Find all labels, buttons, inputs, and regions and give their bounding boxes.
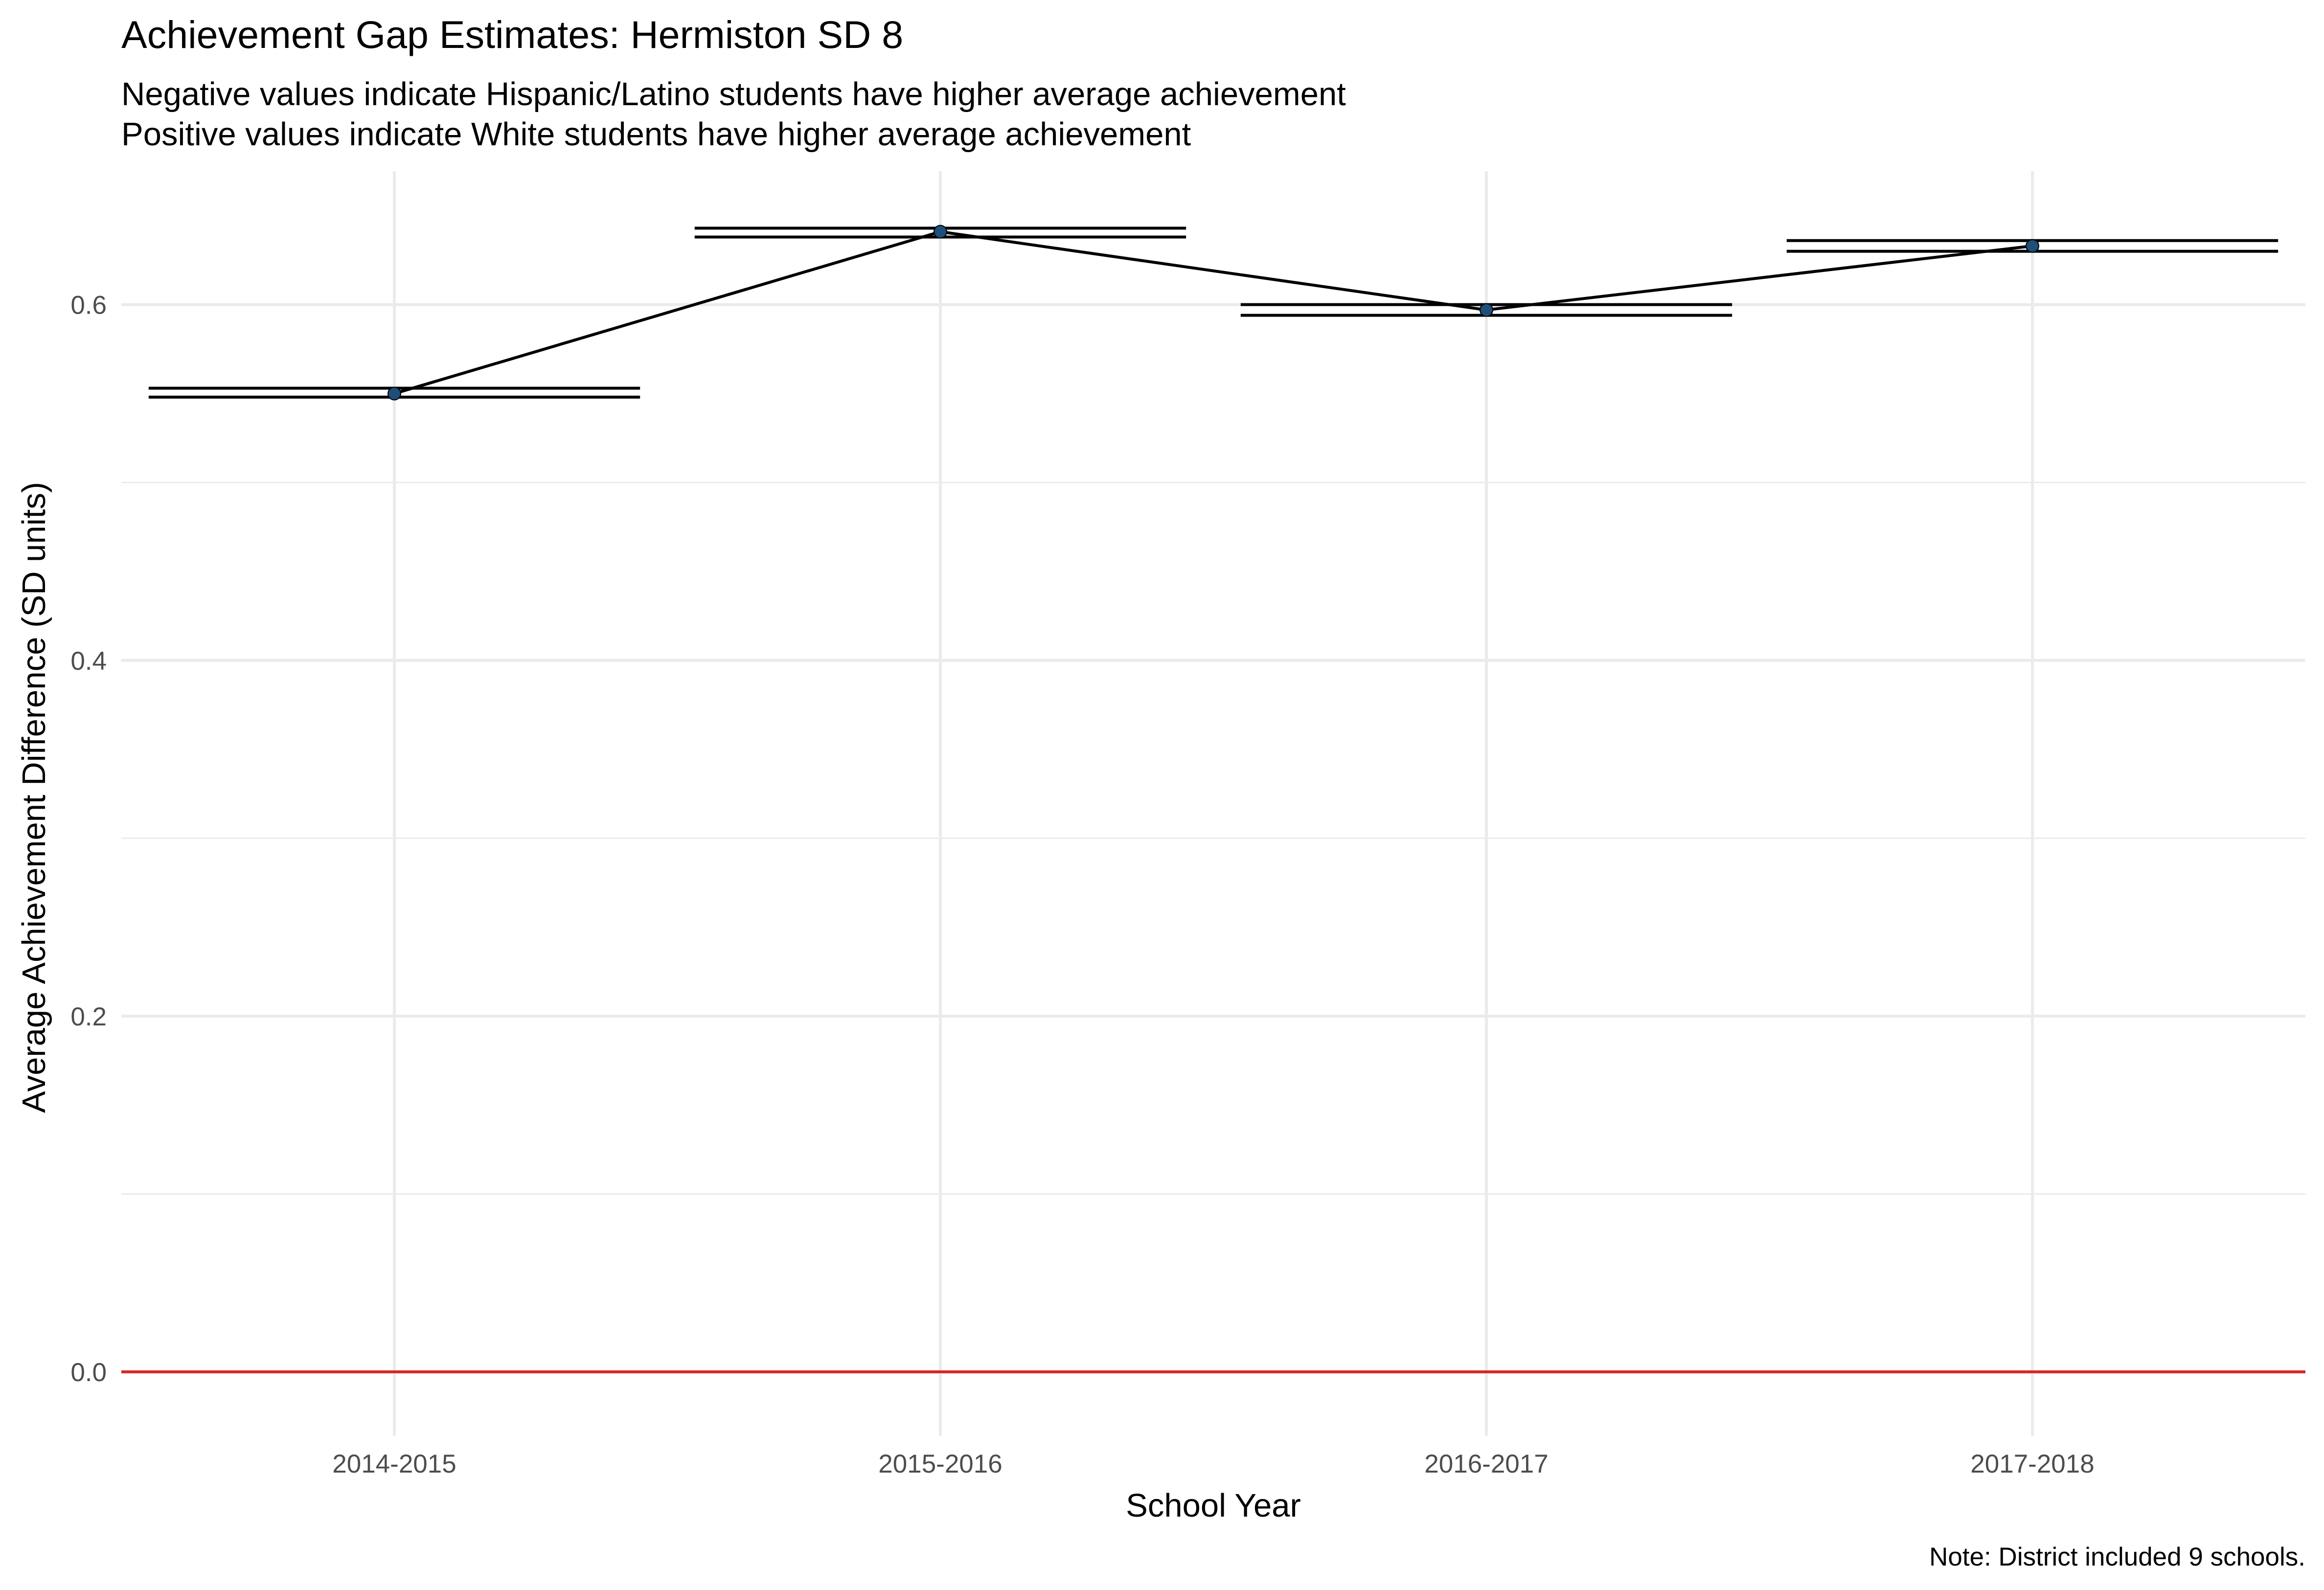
- x-axis-label: School Year: [1126, 1487, 1301, 1524]
- y-tick-label: 0.6: [70, 291, 107, 320]
- y-tick-label: 0.0: [70, 1358, 107, 1387]
- x-axis-ticks: 2014-2015 2015-2016 2016-2017 2017-2018: [332, 1450, 2094, 1478]
- data-point: [387, 386, 401, 401]
- x-tick-label: 2014-2015: [332, 1450, 456, 1478]
- x-tick-label: 2017-2018: [1970, 1450, 2094, 1478]
- data-point: [2026, 239, 2039, 253]
- y-tick-label: 0.2: [70, 1002, 107, 1031]
- data-point: [934, 225, 947, 239]
- grid: [121, 171, 2305, 1436]
- chart-subtitle-line-1: Negative values indicate Hispanic/Latino…: [121, 76, 1346, 113]
- data-point: [1480, 303, 1493, 317]
- y-axis-ticks: 0.0 0.2 0.4 0.6: [70, 291, 107, 1387]
- plot-area: [121, 225, 2305, 1374]
- y-tick-label: 0.4: [70, 647, 107, 676]
- x-tick-label: 2016-2017: [1424, 1450, 1548, 1478]
- x-tick-label: 2015-2016: [878, 1450, 1002, 1478]
- series-line: [394, 230, 2033, 395]
- chart-caption: Note: District included 9 schools.: [1929, 1543, 2305, 1571]
- y-axis-label: Average Achievement Difference (SD units…: [16, 482, 52, 1113]
- chart-title: Achievement Gap Estimates: Hermiston SD …: [121, 13, 903, 56]
- chart-subtitle-line-2: Positive values indicate White students …: [121, 116, 1191, 153]
